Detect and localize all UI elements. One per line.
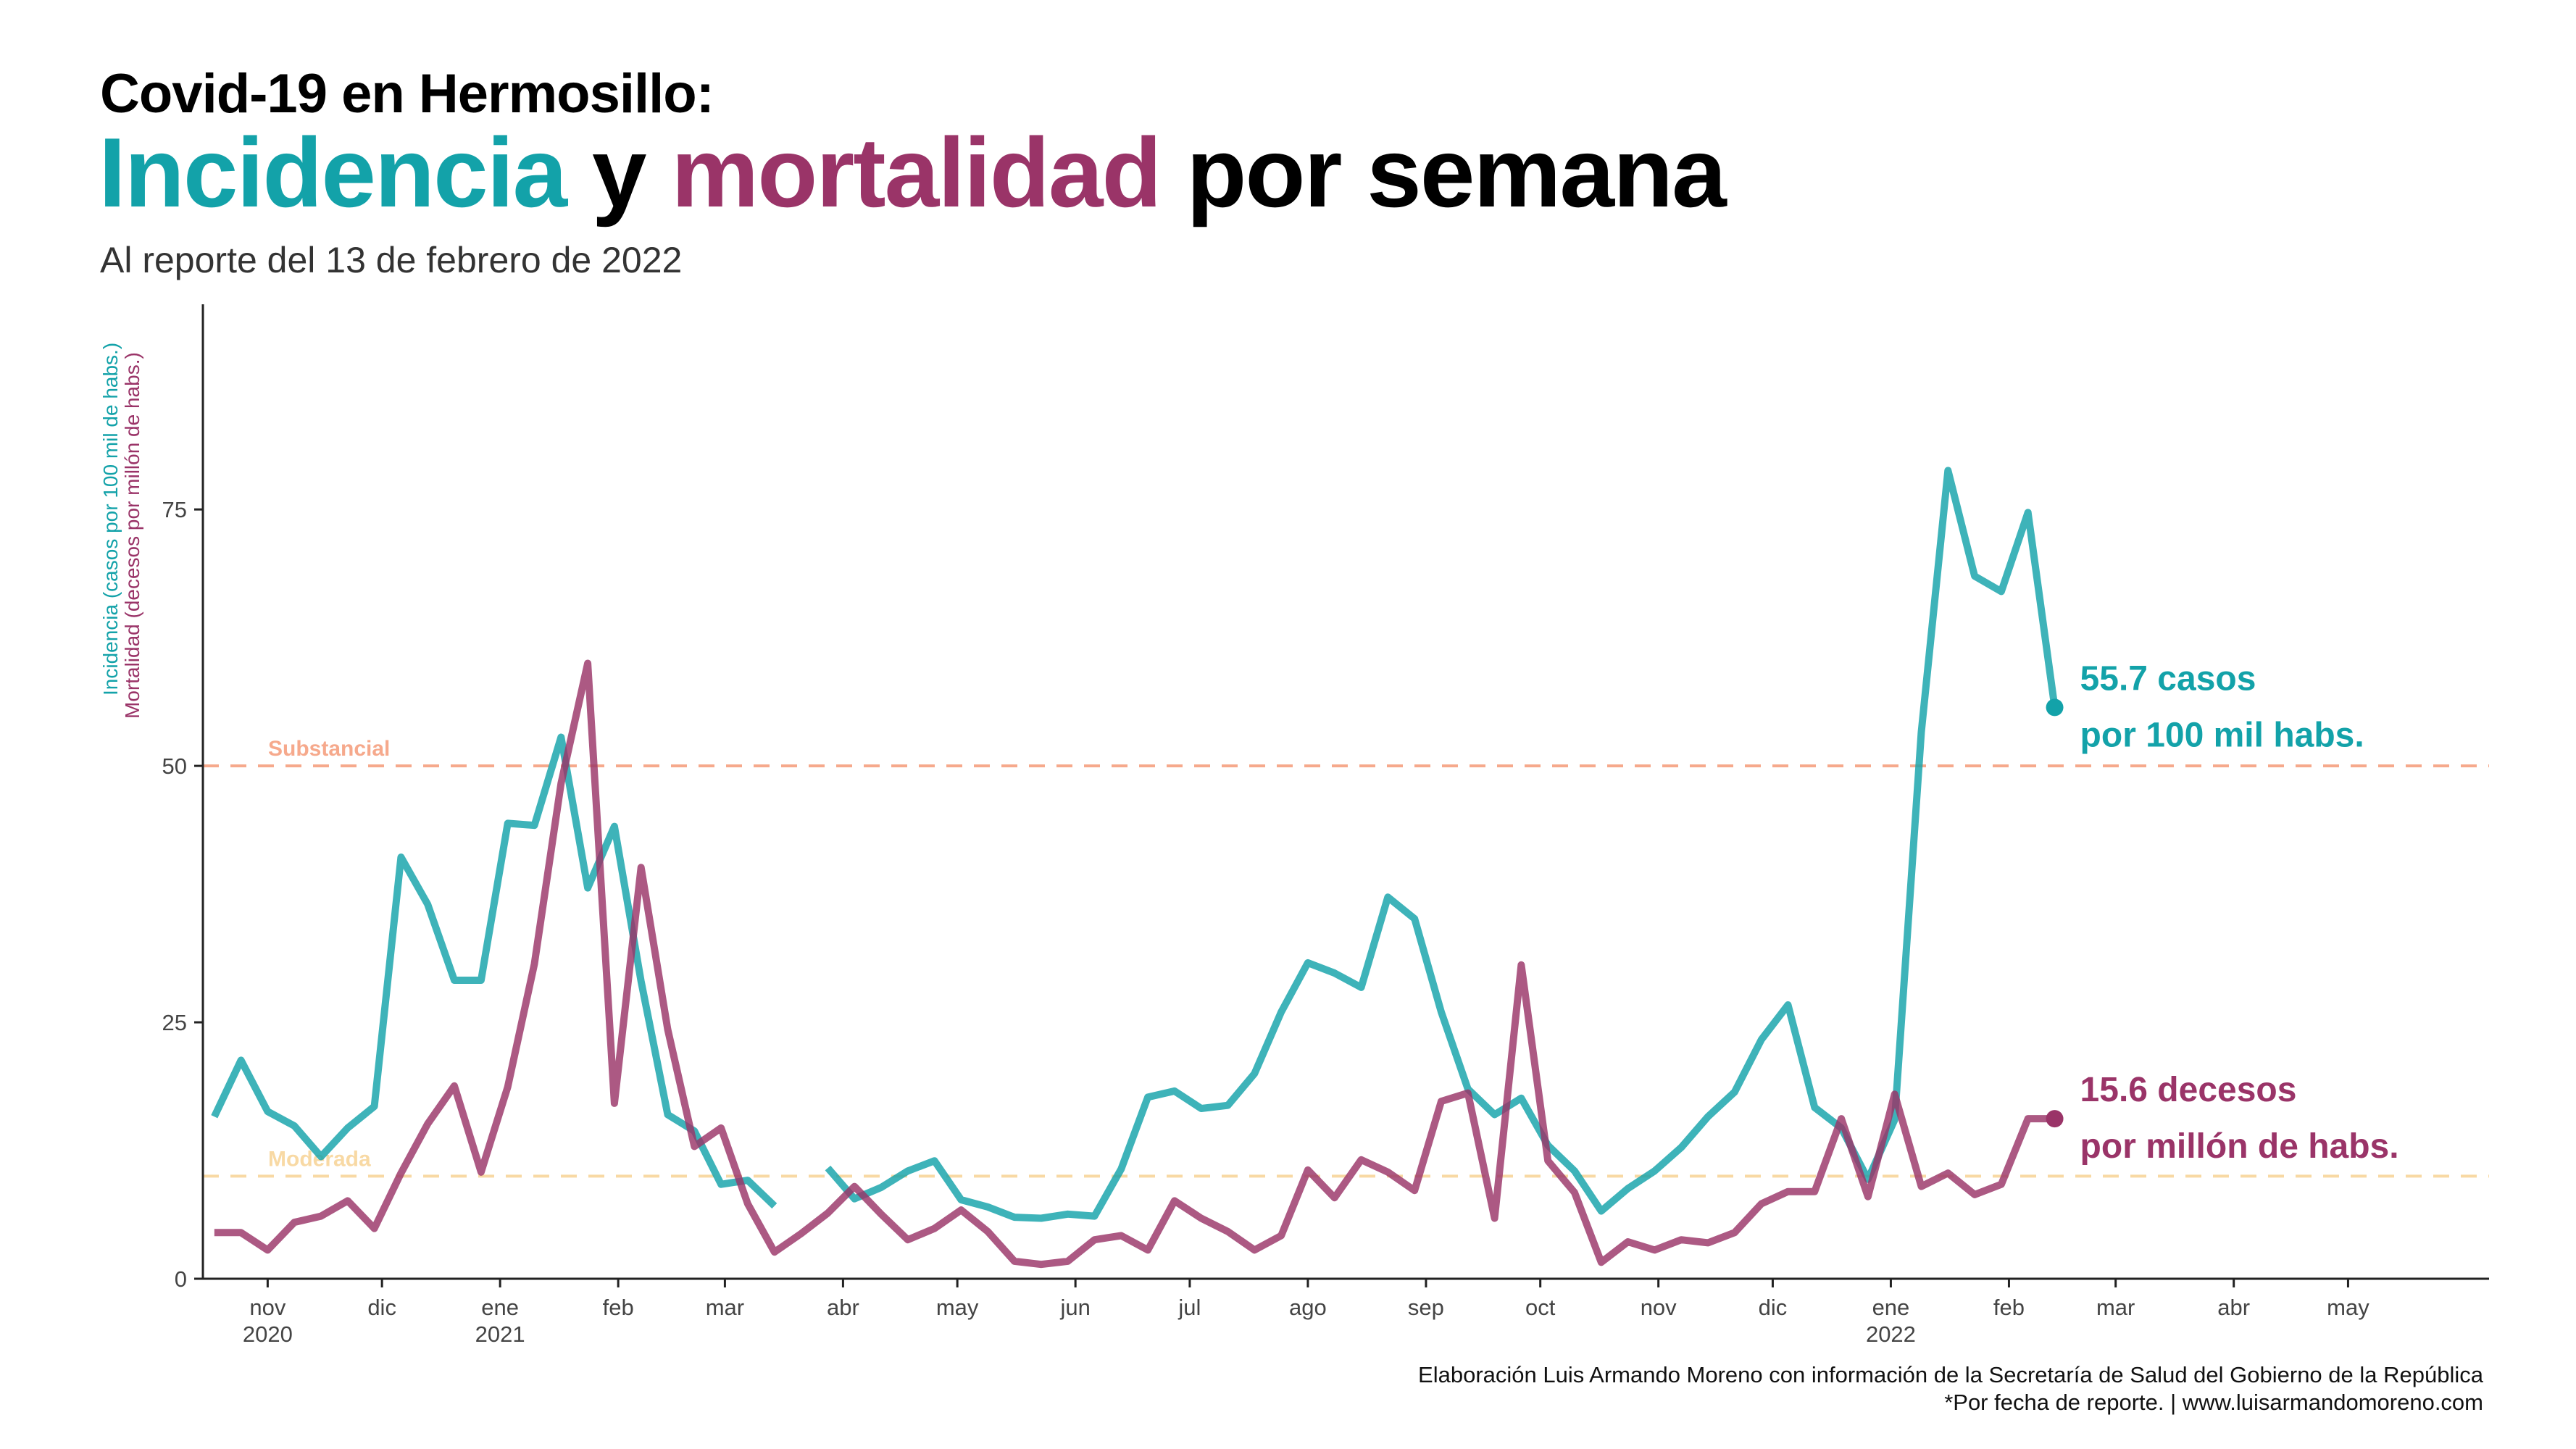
- caption-source: Elaboración Luis Armando Moreno con info…: [1418, 1362, 2483, 1387]
- x-tick-year-label: 2021: [475, 1321, 525, 1347]
- x-tick-label: mar: [2096, 1295, 2135, 1320]
- endpoint-mortalidad: [2046, 1110, 2064, 1128]
- x-tick-label: jun: [1059, 1295, 1090, 1320]
- x-tick-year-label: 2020: [243, 1321, 293, 1347]
- x-tick-label: dic: [1759, 1295, 1788, 1320]
- y-tick-label: 0: [175, 1266, 187, 1292]
- title-line1: Covid-19 en Hermosillo:: [100, 63, 714, 125]
- series-line-mortalidad: [214, 659, 2055, 1269]
- y-axis-title-mortalidad: Mortalidad (decesos por millón de habs.): [121, 352, 143, 719]
- reference-label-substancial: Substancial: [268, 737, 390, 761]
- x-tick-label: nov: [249, 1295, 285, 1320]
- x-tick-label: may: [936, 1295, 979, 1320]
- caption-note: *Por fecha de reporte. | www.luisarmando…: [1944, 1390, 2483, 1415]
- title-mortalidad: mortalidad: [671, 117, 1162, 227]
- x-tick-label: abr: [2217, 1295, 2250, 1320]
- x-tick-label: ene: [481, 1295, 519, 1320]
- axes: [201, 304, 2489, 1280]
- y-axis-titles: Incidencia (casos por 100 mil de habs.) …: [99, 343, 143, 719]
- annotation-mortalidad-line1: 15.6 decesos: [2080, 1071, 2297, 1109]
- x-tick-label: ene: [1872, 1295, 1910, 1320]
- main-title: Incidencia y mortalidad por semana: [99, 116, 1727, 229]
- x-tick-label: nov: [1641, 1295, 1677, 1320]
- endpoint-incidencia: [2046, 698, 2064, 717]
- series-lines: [211, 467, 2059, 1269]
- title-incidencia: Incidencia: [99, 117, 567, 227]
- x-tick-label: jul: [1177, 1295, 1201, 1320]
- x-tick-label: oct: [1525, 1295, 1556, 1320]
- annotation-incidencia-line2: por 100 mil habs.: [2080, 716, 2364, 754]
- title-y: y: [566, 117, 672, 227]
- subtitle: Al reporte del 13 de febrero de 2022: [100, 240, 683, 280]
- annotations: 55.7 casos por 100 mil habs. 15.6 decesos p…: [2046, 659, 2399, 1166]
- series-line-incidencia: [211, 467, 2059, 1222]
- x-tick-label: feb: [603, 1295, 634, 1320]
- x-tick-label: may: [2327, 1295, 2369, 1320]
- x-tick-label: feb: [1993, 1295, 2025, 1320]
- annotation-incidencia-line1: 55.7 casos: [2080, 659, 2256, 698]
- y-tick-label: 75: [162, 497, 187, 522]
- x-tick-label: abr: [827, 1295, 859, 1320]
- y-axis-title-incidencia: Incidencia (casos por 100 mil de habs.): [99, 343, 122, 696]
- annotation-mortalidad-line2: por millón de habs.: [2080, 1127, 2399, 1166]
- x-tick-label: sep: [1408, 1295, 1444, 1320]
- x-tick-label: mar: [706, 1295, 744, 1320]
- title-rest: por semana: [1160, 117, 1726, 227]
- x-tick-year-label: 2022: [1866, 1321, 1916, 1347]
- x-tick-label: dic: [367, 1295, 396, 1320]
- y-tick-label: 50: [162, 753, 187, 779]
- y-tick-label: 25: [162, 1010, 187, 1035]
- x-tick-label: ago: [1289, 1295, 1327, 1320]
